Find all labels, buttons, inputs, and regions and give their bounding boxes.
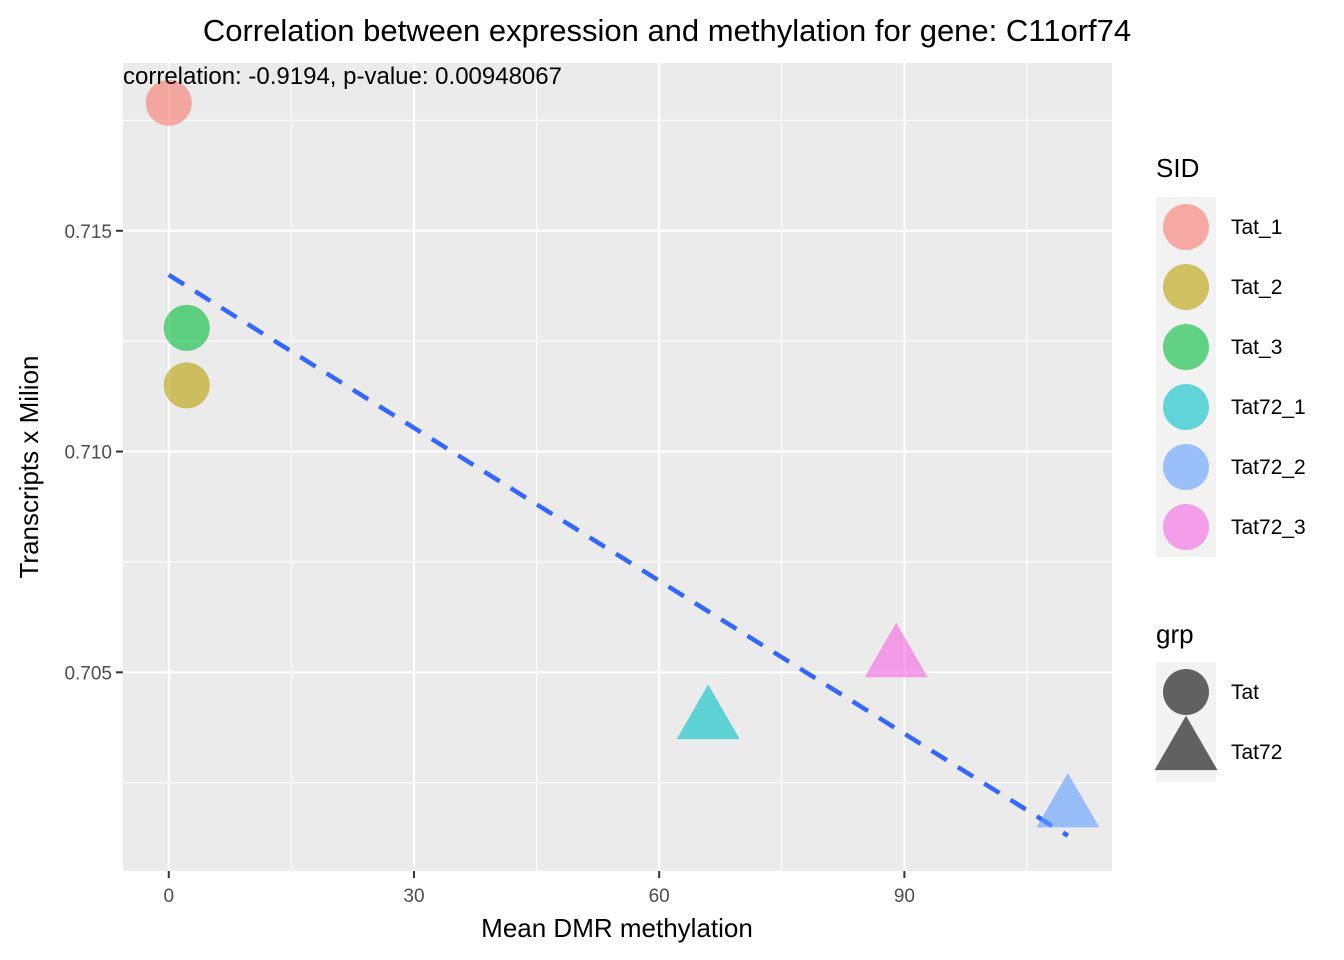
legend-sid-label: Tat_3 — [1231, 336, 1282, 359]
y-axis-title: Transcripts x Milion — [14, 356, 44, 579]
data-point-tat72-1 — [676, 684, 740, 740]
x-tick-label: 60 — [649, 886, 670, 907]
plot-panel — [123, 63, 1112, 871]
trend-line — [167, 273, 1070, 838]
legend-sid-key-background — [1156, 197, 1216, 557]
legend-sid-title: SID — [1156, 153, 1199, 183]
y-tick-label: 0.705 — [64, 663, 112, 684]
legend-sid-swatch — [1163, 264, 1209, 310]
legend-grp-swatch-triangle — [1154, 715, 1218, 771]
x-tick-label: 90 — [894, 886, 915, 907]
data-points — [145, 79, 1100, 828]
trend-line-layer — [167, 273, 1070, 838]
x-tick-label: 30 — [403, 886, 424, 907]
y-tick-label: 0.715 — [64, 222, 112, 243]
data-point-tat-3 — [163, 304, 210, 351]
major-gridlines — [123, 63, 1112, 871]
x-axis-title: Mean DMR methylation — [481, 913, 753, 943]
legend-sid-swatch — [1163, 324, 1209, 370]
legend-sid-label: Tat72_3 — [1231, 516, 1306, 539]
data-point-tat72-3 — [864, 622, 928, 678]
legend-sid: SID Tat_1 Tat_2 Tat_3 Tat72_1 Tat72_2 Tat72_3 — [1156, 153, 1306, 557]
legend-sid-label: Tat72_1 — [1231, 396, 1306, 419]
data-point-tat-1 — [145, 79, 192, 126]
minor-gridlines — [123, 63, 1112, 871]
legend-sid-swatch — [1163, 204, 1209, 250]
legend-grp-label: Tat72 — [1231, 741, 1282, 764]
x-axis-ticks: 0 30 60 90 — [163, 871, 915, 907]
legend-sid-label: Tat72_2 — [1231, 456, 1306, 479]
y-tick-label: 0.710 — [64, 443, 112, 464]
legend-sid-swatch — [1163, 504, 1209, 550]
legend-grp-label: Tat — [1231, 681, 1259, 704]
correlation-annotation: correlation: -0.9194, p-value: 0.0094806… — [123, 63, 562, 90]
legend-grp: grp Tat Tat72 — [1154, 619, 1282, 782]
legend-sid-label: Tat_1 — [1231, 216, 1282, 239]
y-axis-ticks: 0.705 0.710 0.715 — [64, 222, 123, 684]
legend-sid-label: Tat_2 — [1231, 276, 1282, 299]
legend-grp-swatch-circle — [1163, 669, 1209, 715]
legend-grp-title: grp — [1156, 619, 1194, 649]
x-tick-label: 0 — [163, 886, 174, 907]
data-point-tat-2 — [163, 362, 210, 409]
legend-sid-swatch — [1163, 444, 1209, 490]
chart-title: Correlation between expression and methy… — [203, 13, 1131, 48]
legend-sid-swatch — [1163, 384, 1209, 430]
data-point-tat72-2 — [1036, 772, 1100, 828]
